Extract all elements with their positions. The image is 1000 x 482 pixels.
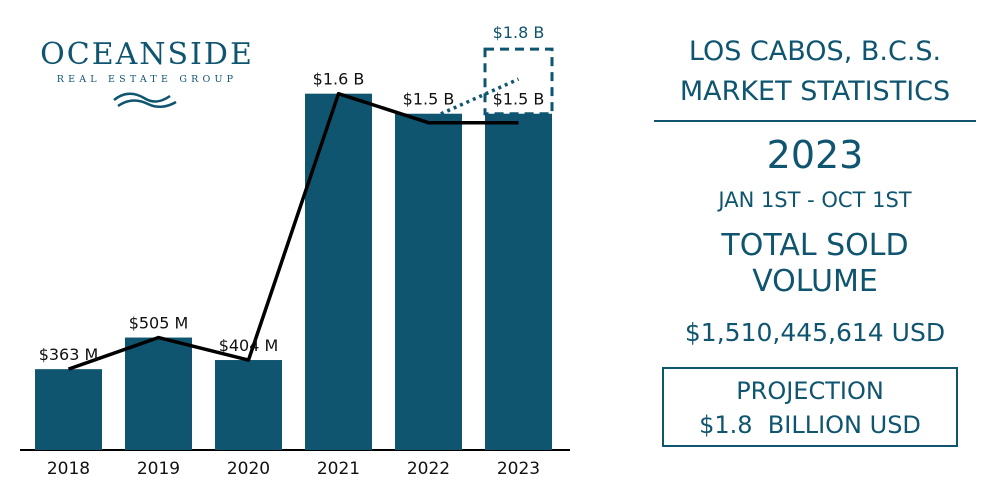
market-summary-panel: LOS CABOS, B.C.S. MARKET STATISTICS 2023… bbox=[630, 0, 1000, 482]
projection-label-2023: $1.8 B bbox=[493, 23, 545, 42]
bar-2018 bbox=[35, 369, 102, 450]
x-tick-2022: 2022 bbox=[407, 459, 450, 479]
bar-2023 bbox=[485, 113, 552, 450]
wave-icon bbox=[113, 92, 177, 108]
projection-trend-dotted-line bbox=[433, 77, 520, 119]
panel-date-range: JAN 1ST - OCT 1ST bbox=[718, 188, 912, 212]
sales-volume-chart: OCEANSIDE REAL ESTATE GROUP $1.8 B $363 … bbox=[20, 23, 570, 479]
data-label-2020: $404 M bbox=[219, 336, 279, 355]
logo-tagline: REAL ESTATE GROUP bbox=[57, 74, 238, 85]
panel-heading-line2: MARKET STATISTICS bbox=[679, 76, 951, 107]
projection-dashed-box bbox=[483, 47, 554, 116]
projection-value: $1.8 BILLION USD bbox=[699, 411, 921, 439]
company-logo: OCEANSIDE REAL ESTATE GROUP bbox=[40, 37, 254, 108]
data-label-2019: $505 M bbox=[129, 314, 189, 333]
data-label-2021: $1.6 B bbox=[313, 70, 365, 89]
data-label-2022: $1.5 B bbox=[403, 90, 455, 109]
panel-heading-line1: LOS CABOS, B.C.S. bbox=[688, 36, 942, 67]
x-tick-2023: 2023 bbox=[497, 459, 540, 479]
data-label-2018: $363 M bbox=[39, 345, 99, 364]
bar-2022 bbox=[395, 113, 462, 450]
projection-box: PROJECTION $1.8 BILLION USD bbox=[662, 367, 958, 447]
heading-divider bbox=[654, 120, 976, 122]
data-label-2023: $1.5 B bbox=[493, 90, 545, 109]
x-tick-2019: 2019 bbox=[137, 459, 180, 479]
bar-2019 bbox=[125, 337, 192, 450]
trend-line bbox=[67, 91, 519, 371]
projection-label: PROJECTION bbox=[736, 377, 884, 405]
panel-year: 2023 bbox=[766, 133, 864, 177]
panel-metric-line2: VOLUME bbox=[752, 264, 878, 299]
x-tick-2020: 2020 bbox=[227, 459, 270, 479]
panel-metric-line1: TOTAL SOLD bbox=[721, 228, 909, 263]
x-tick-2021: 2021 bbox=[317, 459, 360, 479]
bar-2020 bbox=[215, 360, 282, 450]
x-tick-2018: 2018 bbox=[47, 459, 90, 479]
panel-amount: $1,510,445,614 USD bbox=[684, 318, 946, 347]
logo-name: OCEANSIDE bbox=[40, 37, 254, 72]
bar-2021 bbox=[305, 93, 372, 451]
